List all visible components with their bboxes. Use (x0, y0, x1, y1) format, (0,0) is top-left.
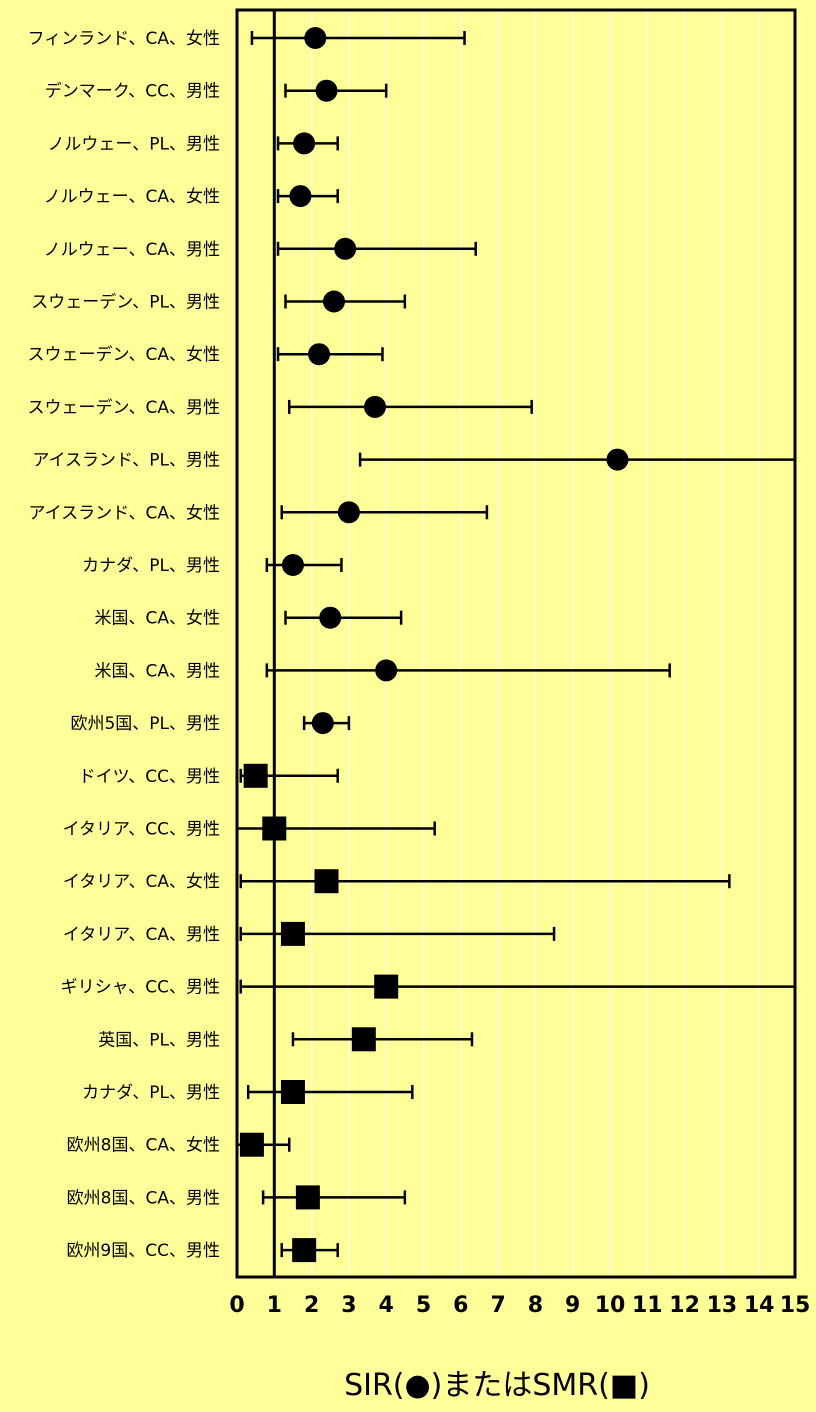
sir-marker (364, 395, 387, 418)
grid-lines (311, 10, 760, 1277)
row-label: 欧州9国、CC、男性 (66, 1241, 220, 1261)
row-label: スウェーデン、CA、女性 (28, 344, 220, 365)
sir-marker (315, 79, 338, 102)
row-label: イタリア、CA、男性 (63, 925, 220, 945)
x-tick-label: 15 (780, 1293, 811, 1318)
row-label: デンマーク、CC、男性 (45, 81, 220, 102)
row-label: フィンランド、CA、女性 (28, 29, 220, 49)
row-label: スウェーデン、CA、男性 (28, 397, 220, 418)
x-tick-label: 6 (453, 1293, 468, 1318)
sir-marker (311, 712, 334, 735)
error-bars (237, 31, 795, 1258)
smr-marker (280, 1080, 305, 1104)
x-tick-label: 14 (744, 1293, 775, 1318)
sir-marker (375, 659, 398, 682)
smr-marker (374, 974, 399, 999)
row-label: イタリア、CA、女性 (63, 872, 220, 892)
row-label: 欧州8国、CA、女性 (67, 1136, 220, 1156)
x-tick-label: 13 (707, 1293, 738, 1318)
row-label: 英国、PL、男性 (98, 1030, 220, 1050)
row-label: 米国、CA、女性 (95, 609, 221, 629)
smr-marker (280, 921, 305, 946)
row-label: ギリシャ、CC、男性 (61, 978, 220, 998)
sir-marker (337, 501, 360, 524)
sir-marker (308, 343, 331, 366)
smr-marker (295, 1185, 320, 1210)
x-tick-label: 3 (341, 1293, 356, 1318)
row-label: アイスランド、PL、男性 (32, 451, 220, 471)
row-label: ノルウェー、CA、男性 (44, 240, 220, 260)
x-tick-label: 10 (595, 1293, 626, 1318)
x-axis-label: SIR(●)またはSMR(■) (344, 1368, 650, 1403)
sir-marker (322, 290, 345, 313)
x-tick-labels: 0 1 2 3 4 5 6 7 8 9 10 11 12 13 14 15 (229, 1293, 810, 1318)
x-tick-label: 2 (304, 1293, 319, 1318)
x-tick-label: 12 (669, 1293, 700, 1318)
x-tick-label: 5 (416, 1293, 431, 1318)
smr-marker (239, 1132, 264, 1157)
sir-marker (606, 448, 629, 471)
sir-marker (334, 237, 357, 260)
x-tick-label: 1 (267, 1293, 282, 1318)
x-tick-label: 0 (229, 1293, 244, 1318)
row-label: アイスランド、CA、女性 (29, 503, 220, 523)
sir-marker (293, 132, 316, 155)
row-label: カナダ、PL、男性 (82, 556, 220, 576)
x-tick-label: 9 (565, 1293, 580, 1318)
row-label: 欧州8国、CA、男性 (67, 1188, 220, 1208)
row-labels: フィンランド、CA、女性デンマーク、CC、男性ノルウェー、PL、男性ノルウェー、… (28, 29, 220, 1261)
row-label: スウェーデン、PL、男性 (31, 292, 220, 313)
row-label: イタリア、CC、男性 (63, 820, 220, 840)
row-label: カナダ、PL、男性 (82, 1083, 220, 1103)
sir-marker (304, 27, 327, 49)
smr-marker (314, 869, 339, 894)
sir-marker (319, 606, 342, 629)
smr-marker (351, 1027, 376, 1052)
x-tick-label: 11 (632, 1293, 663, 1318)
plot-area-frame (235, 8, 797, 1279)
smr-marker (262, 816, 287, 841)
sir-marker (289, 185, 312, 208)
row-label: ノルウェー、CA、女性 (44, 187, 220, 207)
point-estimates (239, 27, 629, 1263)
x-tick-label: 4 (379, 1293, 394, 1318)
smr-marker (243, 763, 268, 788)
smr-marker (292, 1238, 317, 1263)
row-label: ノルウェー、PL、男性 (47, 134, 220, 154)
x-tick-label: 8 (528, 1293, 543, 1318)
row-label: 米国、CA、男性 (95, 661, 221, 681)
x-tick-label: 7 (490, 1293, 505, 1318)
row-label: ドイツ、CC、男性 (79, 767, 220, 787)
sir-marker (281, 554, 304, 576)
row-label: 欧州5国、PL、男性 (70, 714, 220, 734)
